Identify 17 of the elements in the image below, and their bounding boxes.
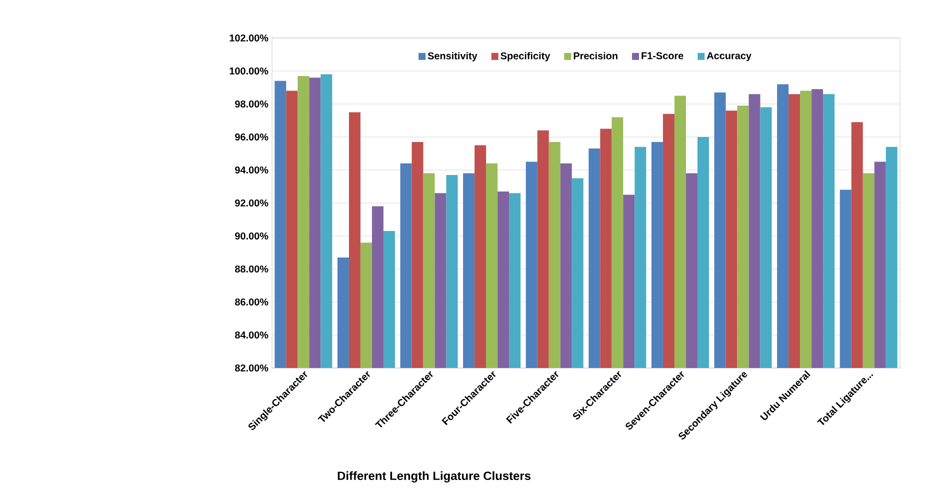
legend-label: Accuracy xyxy=(706,52,752,62)
y-tick-label: 90.00% xyxy=(235,232,268,240)
y-tick-label: 88.00% xyxy=(235,265,268,273)
y-tick-label: 96.00% xyxy=(235,133,268,141)
y-tick-label: 84.00% xyxy=(235,331,268,339)
y-tick-label: 100.00% xyxy=(230,67,268,75)
y-tick-label: 82.00% xyxy=(235,364,268,372)
y-tick-label: 98.00% xyxy=(235,100,268,108)
y-tick-label: 102.00% xyxy=(230,34,268,42)
legend-label: Specificity xyxy=(500,52,550,62)
legend-label: Sensitivity xyxy=(428,52,478,62)
legend-label: F1-Score xyxy=(642,52,684,60)
y-tick-label: 86.00% xyxy=(235,298,268,306)
x-axis-title: Different Length Ligature Clusters xyxy=(338,471,531,482)
legend-label: Precision xyxy=(574,52,618,60)
y-tick-label: 92.00% xyxy=(235,199,268,207)
y-tick-label: 94.00% xyxy=(235,166,268,174)
